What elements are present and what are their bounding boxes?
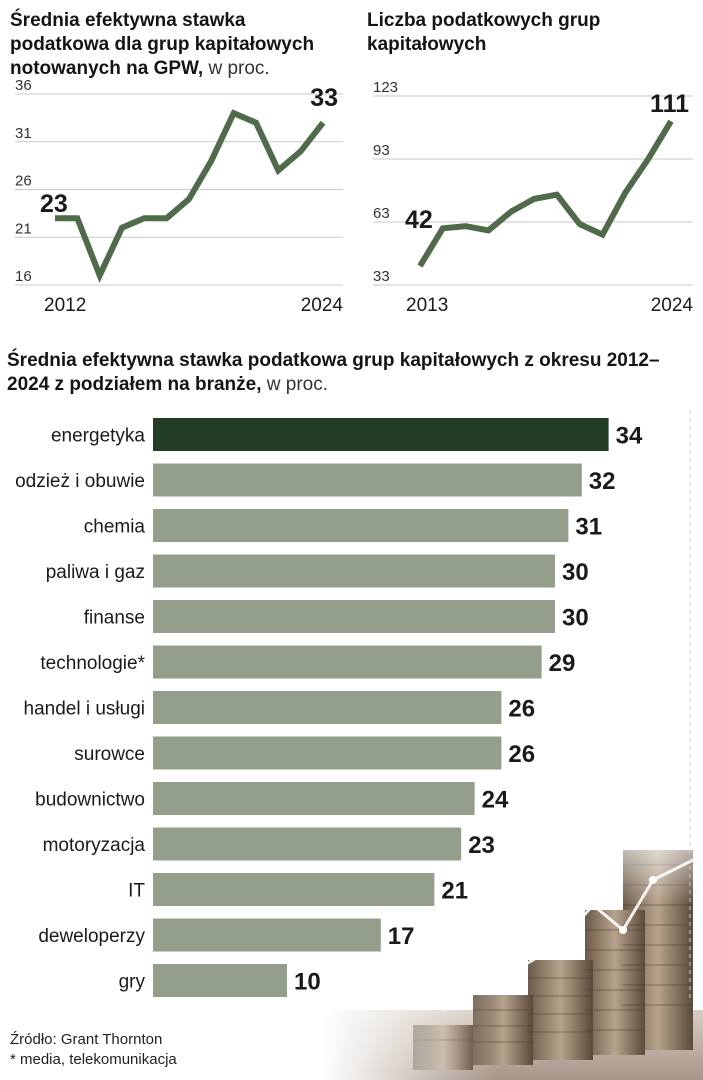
bar-category-label: surowce — [74, 744, 145, 765]
bar-value-label: 32 — [589, 468, 616, 495]
c1-y-tick-label: 26 — [15, 173, 32, 190]
chart-2-x-end-label: 2024 — [651, 295, 694, 316]
bar-category-label: energetyka — [51, 426, 145, 447]
bar-5 — [153, 645, 542, 679]
coins-background-image — [323, 810, 703, 1080]
c2-y-tick-label: 63 — [373, 205, 390, 222]
source-text: Źródło: Grant Thornton — [10, 1031, 163, 1048]
chart-2-end-label: 111 — [650, 90, 689, 118]
bar-12 — [153, 964, 287, 997]
chart-1-x-end-label: 2024 — [301, 295, 344, 316]
chart-1-end-label: 33 — [310, 84, 338, 112]
bar-value-label: 17 — [388, 923, 415, 950]
chart-1-title-text: Średnia efektywna stawka podatkowa dla g… — [10, 10, 315, 79]
bar-value-label: 29 — [549, 650, 576, 677]
chart-3-title: Średnia efektywna stawka podatkowa grup … — [7, 349, 697, 397]
bar-1 — [153, 463, 582, 497]
bar-3 — [153, 554, 555, 588]
chart-1-tax-rate-line: 36 31 26 21 16 23 33 2012 2024 — [15, 77, 344, 316]
bar-8 — [153, 782, 475, 815]
bar-category-label: deweloperzy — [38, 926, 145, 947]
chart-2-title-text: Liczba podatkowych grup kapitałowych — [367, 10, 601, 55]
bar-11 — [153, 918, 381, 952]
bar-value-label: 24 — [482, 787, 509, 814]
chart-1-start-label: 23 — [40, 190, 68, 218]
chart-2-x-start-label: 2013 — [406, 295, 448, 316]
c2-y-tick-label: 33 — [373, 268, 390, 285]
chart-1-series-line — [55, 109, 326, 284]
bar-value-label: 21 — [441, 878, 468, 905]
bar-category-label: chemia — [84, 517, 146, 538]
bar-category-label: odzież i obuwie — [15, 471, 145, 492]
bar-value-label: 10 — [294, 969, 321, 996]
c2-y-tick-label: 123 — [373, 79, 398, 96]
bar-category-label: finanse — [84, 608, 145, 629]
bar-7 — [153, 736, 502, 770]
bar-value-label: 34 — [616, 423, 643, 450]
chart-2-start-label: 42 — [405, 206, 433, 234]
chart-1-title: Średnia efektywna stawka podatkowa dla g… — [10, 9, 340, 81]
c1-y-tick-label: 21 — [15, 220, 32, 237]
chart-2-group-count-line: 123 93 63 33 42 111 2013 2024 — [373, 79, 694, 316]
chart-1-title-unit: w proc. — [208, 58, 270, 79]
chart-3-title-text: Średnia efektywna stawka podatkowa grup … — [7, 350, 660, 395]
c2-y-tick-label: 93 — [373, 142, 390, 159]
bar-category-label: technologie* — [40, 653, 145, 674]
bar-value-label: 30 — [562, 559, 589, 586]
bar-value-label: 26 — [508, 741, 535, 768]
c1-y-tick-label: 16 — [15, 268, 32, 285]
bar-category-label: handel i usługi — [24, 699, 145, 720]
bar-6 — [153, 691, 502, 724]
bar-10 — [153, 873, 435, 906]
chart-1-x-start-label: 2012 — [44, 295, 86, 316]
chart-2-series-line — [417, 119, 674, 268]
bar-category-label: paliwa i gaz — [46, 562, 145, 583]
bar-0 — [153, 418, 609, 451]
bar-category-label: IT — [128, 881, 145, 902]
bar-category-label: gry — [119, 972, 146, 993]
c1-y-tick-label: 31 — [15, 125, 32, 142]
bar-value-label: 23 — [468, 832, 495, 859]
bar-value-label: 31 — [575, 514, 602, 541]
footnote-text: * media, telekomunikacja — [10, 1051, 177, 1068]
bar-value-label: 30 — [562, 605, 589, 632]
chart-3-title-unit: w proc. — [266, 374, 329, 395]
source-note: Źródło: Grant Thornton * media, telekomu… — [10, 1030, 177, 1070]
bar-value-label: 26 — [508, 696, 535, 723]
chart-2-title: Liczba podatkowych grup kapitałowych — [367, 9, 687, 57]
bar-2 — [153, 509, 569, 542]
bar-category-label: motoryzacja — [43, 835, 146, 856]
c1-y-tick-label: 36 — [15, 77, 32, 94]
bar-category-label: budownictwo — [35, 790, 145, 811]
bar-4 — [153, 600, 555, 633]
bar-9 — [153, 827, 462, 861]
